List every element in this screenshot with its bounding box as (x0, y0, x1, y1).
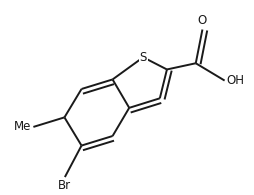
Text: Me: Me (14, 121, 31, 133)
Text: OH: OH (227, 74, 245, 87)
Text: Br: Br (58, 179, 71, 192)
Text: S: S (139, 51, 147, 64)
Text: O: O (198, 14, 207, 27)
